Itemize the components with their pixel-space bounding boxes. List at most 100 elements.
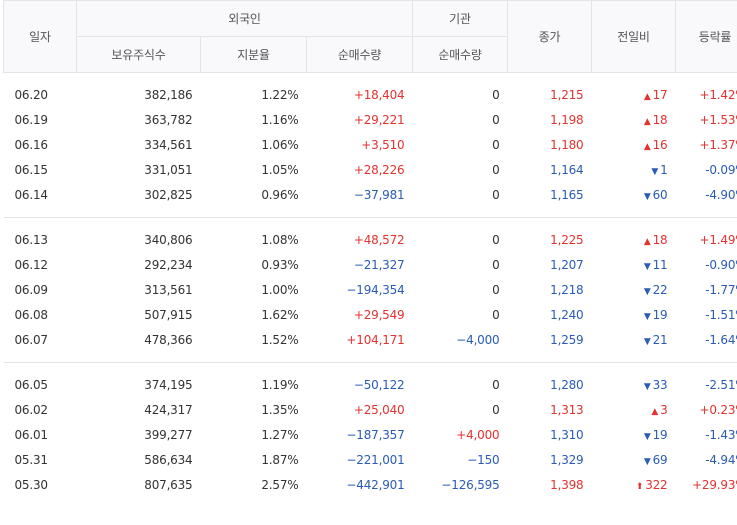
rate-cell: -1.77% [705,282,737,297]
rate-cell: -1.64% [705,332,737,347]
rate-cell: -1.43% [705,427,737,442]
holding-cell: 586,634 [144,452,193,467]
ratio-cell: 0.93% [261,257,299,272]
institution-net-cell: 0 [492,162,500,177]
date-cell: 06.01 [14,427,49,442]
date-cell: 06.16 [14,137,49,152]
foreign-net-cell: +28,226 [353,162,405,177]
header-close: 종가 [507,0,592,73]
table-row: 06.05 374,195 1.19% −50,122 0 1,280 ▼33 -2.51% [4,372,737,397]
foreign-net-cell: +48,572 [353,232,405,247]
triangle-down-icon: ▼ [651,166,659,177]
table-body: 06.20382,1861.22%+18,40401,215▲17+1.42%0… [3,73,737,498]
foreign-net-cell: −194,354 [346,282,405,297]
change-cell: ▲ 16 [592,132,676,157]
rate-cell: +1.42% [699,87,737,102]
change-cell: ▼ 60 [592,182,676,207]
rate-cell: -4.90% [705,187,737,202]
ratio-cell: 0.96% [261,187,299,202]
rate-cell: -4.94% [705,452,737,467]
ratio-cell: 2.57% [261,477,299,492]
change-cell: ▲ 18 [592,107,676,132]
table-row: 06.07 478,366 1.52% +104,171 −4,000 1,259 ▼ 21 -… [4,327,737,352]
change-cell: ▼ 21 [592,327,676,352]
header-foreign-net: 순매수량 [306,36,413,73]
change-cell: ▼ 19 [592,302,676,327]
foreign-net-cell: +18,404 [353,87,405,102]
ratio-cell: 1.00% [261,282,299,297]
close-cell: 1,218 [550,282,584,297]
triangle-down-icon: ▼ [643,191,651,202]
table-row: 06.16 334,561 1.06% +3,510 0 1,180 ▲16 +1.37% [4,132,737,157]
institution-net-cell: 0 [492,232,500,247]
investor-trading-table: 일자 외국인 기관 종가 전일비 등락률 보유주식수 지분율 순매수량 순매수량… [3,0,737,497]
holding-cell: 424,317 [144,402,193,417]
triangle-down-icon: ▼ [643,381,651,392]
holding-cell: 292,234 [144,257,193,272]
close-cell: 1,313 [550,402,584,417]
institution-net-cell: 0 [492,187,500,202]
rate-cell: +1.53% [699,112,737,127]
holding-cell: 507,915 [144,307,193,322]
change-cell: ▼ 22 [592,277,676,302]
triangle-down-icon: ▼ [643,336,651,347]
table-row: 06.13 340,806 1.08% +48,572 0 1,225 ▲18 +1.49% [4,227,737,252]
foreign-net-cell: +25,040 [353,402,405,417]
header-foreign: 외국인 [76,0,413,37]
change-value: 19 [652,307,668,322]
rate-cell: -0.09% [705,162,737,177]
institution-net-cell: +4,000 [456,427,500,442]
holding-cell: 807,635 [144,477,193,492]
header-institution-net: 순매수량 [412,36,508,73]
holding-cell: 334,561 [144,137,193,152]
group-divider [3,217,737,218]
table-row: 06.14 302,825 0.96% −37,981 0 1,165 ▼60 -4.90% [4,182,737,207]
rate-cell: +1.37% [699,137,737,152]
change-value: 21 [652,332,668,347]
close-cell: 1,280 [550,377,584,392]
header-change: 전일비 [591,0,676,73]
change-value: 69 [652,452,668,467]
ratio-cell: 1.62% [261,307,299,322]
header-foreign-ratio: 지분율 [200,36,307,73]
table-row: 05.31 586,634 1.87% −221,001 −150 1,329 ▼ 69 -4.… [4,447,737,472]
foreign-net-cell: −221,001 [346,452,405,467]
table-row: 06.15 331,051 1.05% +28,226 0 1,164 ▼1 -0.09% [4,157,737,182]
institution-net-cell: −150 [467,452,500,467]
date-cell: 06.09 [14,282,49,297]
institution-net-cell: 0 [492,282,500,297]
holding-cell: 340,806 [144,232,193,247]
institution-net-cell: −4,000 [456,332,500,347]
institution-net-cell: −126,595 [441,477,500,492]
foreign-net-cell: −187,357 [346,427,405,442]
triangle-up-icon: ▲ [643,236,651,247]
change-value: 322 [645,477,668,492]
close-cell: 1,180 [550,137,584,152]
change-value: 33 [652,377,668,392]
holding-cell: 399,277 [144,427,193,442]
close-cell: 1,398 [550,477,584,492]
group-divider [3,362,737,363]
close-cell: 1,259 [550,332,584,347]
close-cell: 1,165 [550,187,584,202]
ratio-cell: 1.16% [261,112,299,127]
institution-net-cell: 0 [492,402,500,417]
change-cell: ▼ 33 [592,372,676,397]
institution-net-cell: 0 [492,137,500,152]
institution-net-cell: 0 [492,377,500,392]
rate-cell: -0.90% [705,257,737,272]
date-cell: 06.13 [14,232,49,247]
foreign-net-cell: +3,510 [361,137,405,152]
table-row: 06.20 382,186 1.22% +18,404 0 1,215 ▲17 +1.42% [4,82,737,107]
institution-net-cell: 0 [492,257,500,272]
holding-cell: 363,782 [144,112,193,127]
change-cell: ▼ 11 [592,252,676,277]
change-cell: ▲ 18 [592,227,676,252]
triangle-up-icon: ▲ [643,116,651,127]
ratio-cell: 1.06% [261,137,299,152]
change-value: 16 [652,137,668,152]
triangle-down-icon: ▼ [643,286,651,297]
change-value: 17 [652,87,668,102]
change-value: 22 [652,282,668,297]
date-cell: 06.12 [14,257,49,272]
